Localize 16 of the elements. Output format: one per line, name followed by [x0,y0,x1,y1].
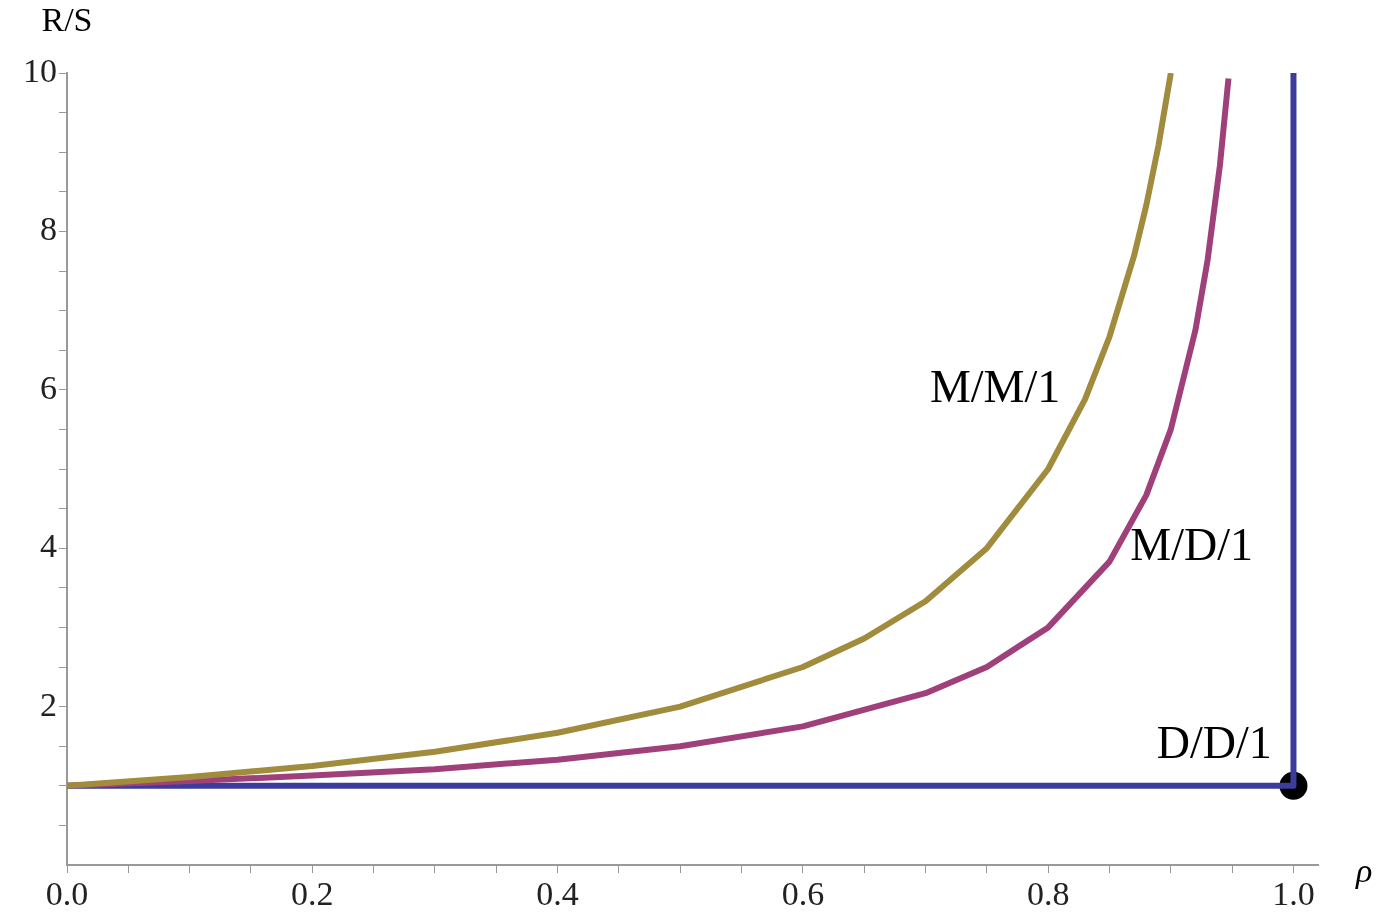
y-tick-label: 8 [40,210,57,248]
y-tick-label: 2 [40,685,57,723]
x-tick-label: 1.0 [1272,875,1315,913]
y-tick-label: 6 [40,368,57,406]
series-label: M/D/1 [1130,519,1254,571]
x-tick-label: 0.4 [536,875,579,913]
y-tick-label: 4 [40,527,57,565]
x-tick-label: 0.0 [45,875,89,913]
series-label: M/M/1 [929,360,1061,412]
series-label: D/D/1 [1156,717,1272,769]
x-tick-label: 0.8 [1026,875,1070,913]
y-tick-label: 10 [23,51,57,89]
y-axis-title: R/S [41,0,93,38]
x-tick-label: 0.2 [291,875,334,913]
x-tick-label: 0.6 [781,875,825,913]
x-axis-title: ρ [1355,851,1373,889]
